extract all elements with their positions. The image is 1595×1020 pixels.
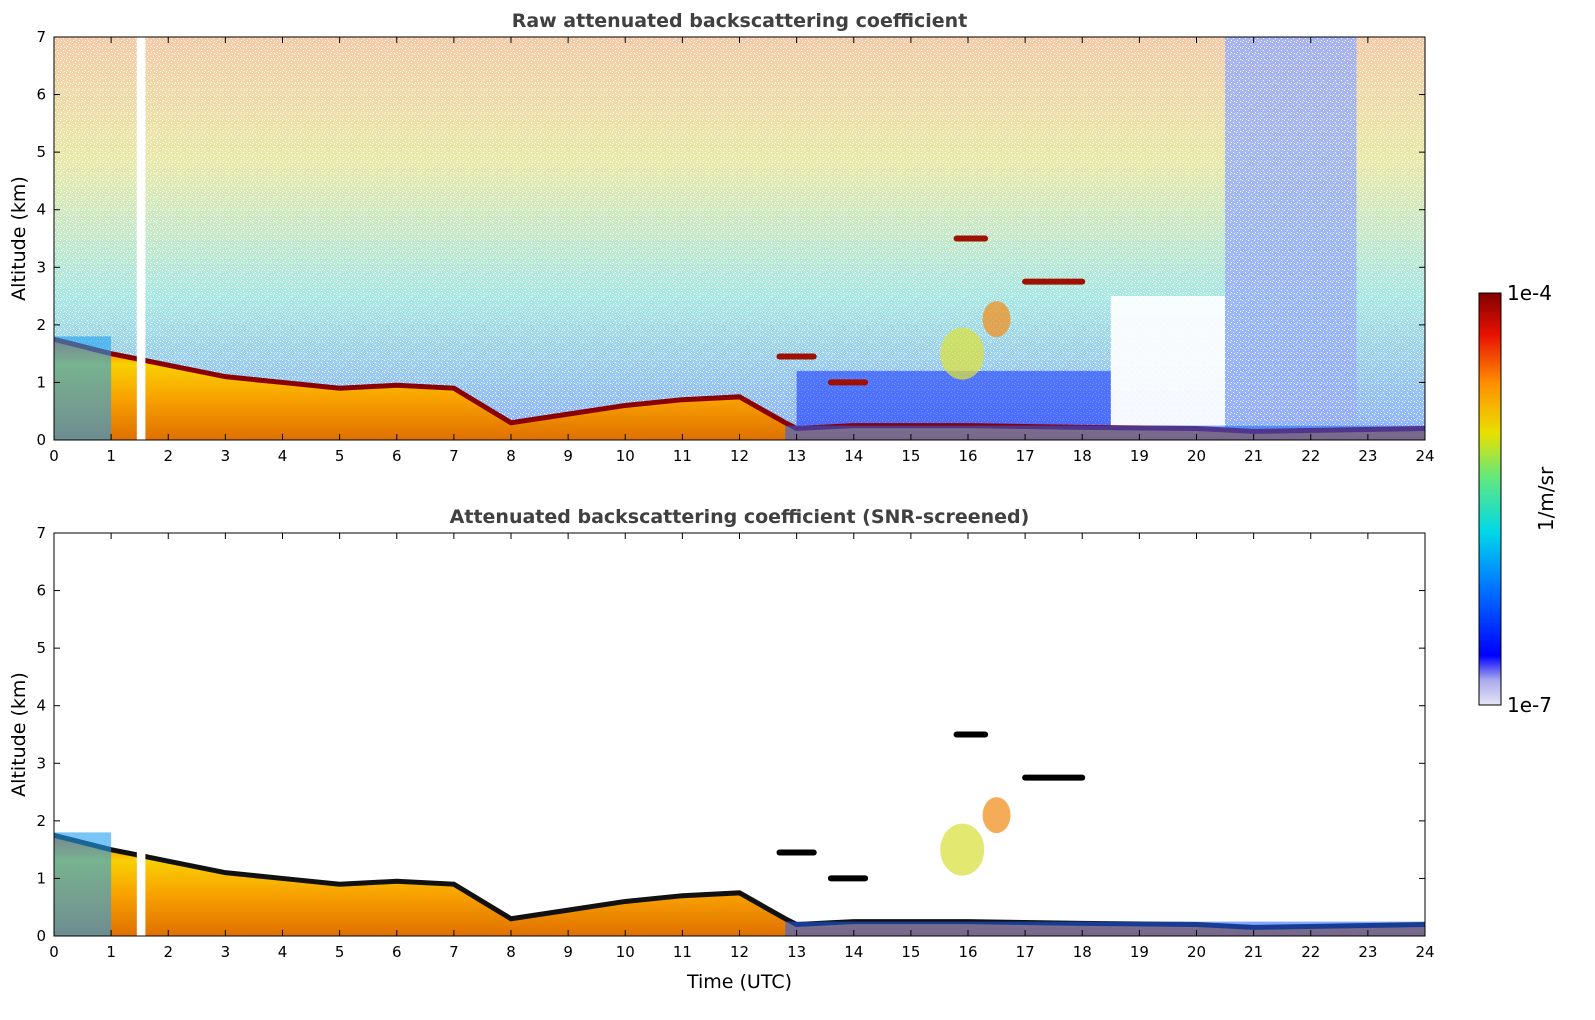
- x-tick-label: 17: [1016, 943, 1035, 961]
- x-tick-label: 6: [392, 943, 402, 961]
- y-tick-label: 0: [36, 927, 46, 945]
- x-tick-label: 14: [844, 943, 863, 961]
- x-tick-label: 19: [1130, 943, 1149, 961]
- x-tick-label: 7: [449, 447, 459, 465]
- x-tick-label: 5: [335, 447, 345, 465]
- x-tick-label: 9: [563, 447, 573, 465]
- panel-screened-xlabel: Time (UTC): [686, 971, 792, 993]
- x-tick-label: 13: [787, 447, 806, 465]
- x-tick-label: 23: [1358, 943, 1377, 961]
- x-tick-label: 6: [392, 447, 402, 465]
- x-tick-label: 1: [106, 447, 116, 465]
- surface-layer: [785, 425, 1425, 440]
- colorbar-unit-label: 1/m/sr: [1534, 466, 1558, 531]
- y-tick-label: 7: [36, 28, 46, 46]
- y-tick-label: 3: [36, 258, 46, 276]
- x-tick-label: 9: [563, 943, 573, 961]
- x-tick-label: 3: [221, 943, 231, 961]
- aerosol-plume: [940, 327, 985, 380]
- panel-raw-ylabel: Altitude (km): [8, 176, 30, 301]
- aerosol-plume: [940, 823, 985, 876]
- low-signal-texture: [1225, 37, 1357, 423]
- x-tick-label: 11: [673, 447, 692, 465]
- x-tick-label: 1: [106, 943, 116, 961]
- panel-screened: Attenuated backscattering coefficient (S…: [8, 506, 1435, 993]
- x-tick-label: 21: [1244, 943, 1263, 961]
- x-tick-label: 4: [278, 943, 288, 961]
- panel-screened-heatmap: [54, 533, 1425, 936]
- early-morning-layer: [54, 336, 112, 440]
- x-tick-label: 18: [1073, 447, 1092, 465]
- x-tick-label: 10: [616, 943, 635, 961]
- y-tick-label: 2: [36, 812, 46, 830]
- x-tick-label: 5: [335, 943, 345, 961]
- x-tick-label: 22: [1301, 447, 1320, 465]
- boundary-layer: [54, 835, 1425, 936]
- x-tick-label: 12: [730, 447, 749, 465]
- x-tick-label: 4: [278, 447, 288, 465]
- x-tick-label: 13: [787, 943, 806, 961]
- x-tick-label: 10: [616, 447, 635, 465]
- panel-raw-title: Raw attenuated backscattering coefficien…: [512, 10, 968, 32]
- missing-data-gap: [136, 37, 146, 440]
- panel-raw-heatmap: [54, 37, 1425, 440]
- x-tick-label: 15: [901, 943, 920, 961]
- panel-raw-x-ticks: 0 1 2 3 4 5 6 7 8 9 10 11 12 13 14 15 16 17 18 19 20 21 22 23 24: [49, 37, 1435, 465]
- colorbar: 1e-4 1e-7 1/m/sr: [1478, 281, 1558, 717]
- panel-screened-x-ticks: 0 1 2 3 4 5 6 7 8 9 10 11 12 13 14 15 16 17 18 19 20 21 22 23 24: [49, 533, 1435, 961]
- boundary-layer: [54, 339, 1425, 440]
- x-tick-label: 24: [1415, 943, 1434, 961]
- y-tick-label: 3: [36, 754, 46, 772]
- x-tick-label: 0: [49, 447, 59, 465]
- x-tick-label: 11: [673, 943, 692, 961]
- panel-screened-y-ticks: 0 1 2 3 4 5 6 7: [36, 524, 1425, 945]
- panel-screened-title: Attenuated backscattering coefficient (S…: [450, 506, 1030, 528]
- x-tick-label: 18: [1073, 943, 1092, 961]
- x-tick-label: 8: [506, 943, 516, 961]
- y-tick-label: 1: [36, 869, 46, 887]
- missing-data-gap: [136, 533, 146, 936]
- x-tick-label: 2: [163, 943, 173, 961]
- x-tick-label: 19: [1130, 447, 1149, 465]
- panel-raw: Raw attenuated backscattering coefficien…: [8, 10, 1435, 465]
- x-tick-label: 2: [163, 447, 173, 465]
- y-tick-label: 1: [36, 373, 46, 391]
- x-tick-label: 8: [506, 447, 516, 465]
- y-tick-label: 4: [36, 697, 46, 715]
- x-tick-label: 24: [1415, 447, 1434, 465]
- panel-screened-ylabel: Altitude (km): [8, 672, 30, 797]
- x-tick-label: 17: [1016, 447, 1035, 465]
- x-tick-label: 14: [844, 447, 863, 465]
- x-tick-label: 16: [958, 943, 977, 961]
- colorbar-min-label: 1e-7: [1507, 693, 1552, 717]
- x-tick-label: 3: [221, 447, 231, 465]
- panel-raw-y-ticks: 0 1 2 3 4 5 6 7: [36, 28, 1425, 449]
- y-tick-label: 0: [36, 431, 46, 449]
- x-tick-label: 20: [1187, 943, 1206, 961]
- y-tick-label: 2: [36, 316, 46, 334]
- y-tick-label: 6: [36, 582, 46, 600]
- y-tick-label: 5: [36, 143, 46, 161]
- colorbar-gradient: [1478, 292, 1502, 706]
- y-tick-label: 5: [36, 639, 46, 657]
- x-tick-label: 0: [49, 943, 59, 961]
- aerosol-plume: [982, 797, 1011, 834]
- x-tick-label: 16: [958, 447, 977, 465]
- aerosol-plume: [982, 301, 1011, 338]
- clear-region: [1110, 296, 1226, 429]
- y-tick-label: 6: [36, 86, 46, 104]
- x-tick-label: 23: [1358, 447, 1377, 465]
- x-tick-label: 12: [730, 943, 749, 961]
- x-tick-label: 21: [1244, 447, 1263, 465]
- x-tick-label: 7: [449, 943, 459, 961]
- y-tick-label: 4: [36, 201, 46, 219]
- surface-layer: [785, 921, 1425, 936]
- colorbar-max-label: 1e-4: [1507, 281, 1552, 305]
- early-morning-layer: [54, 832, 112, 936]
- x-tick-label: 15: [901, 447, 920, 465]
- x-tick-label: 20: [1187, 447, 1206, 465]
- x-tick-label: 22: [1301, 943, 1320, 961]
- y-tick-label: 7: [36, 524, 46, 542]
